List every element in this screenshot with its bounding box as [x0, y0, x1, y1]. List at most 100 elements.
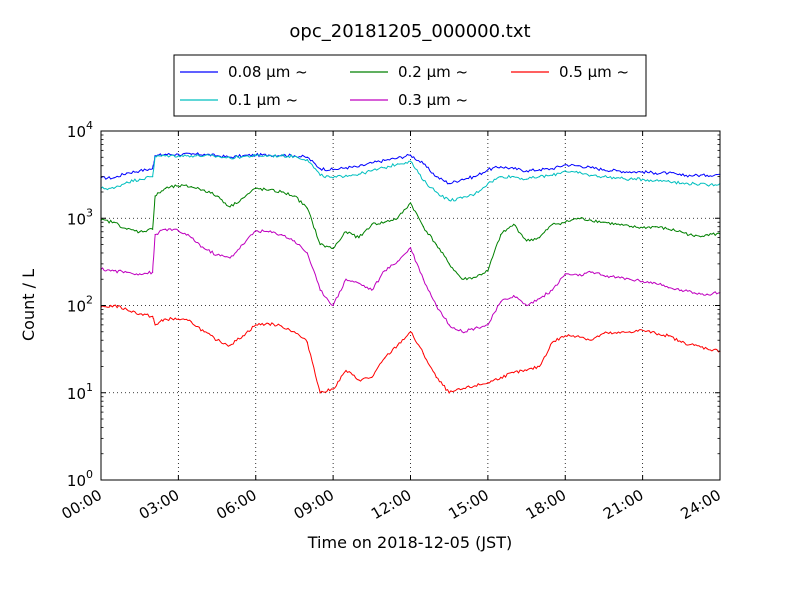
- y-axis-label: Count / L: [19, 269, 38, 341]
- chart-title: opc_20181205_000000.txt: [289, 21, 530, 42]
- series-2-point: [590, 219, 592, 221]
- series-3-point: [667, 287, 670, 289]
- y-tick-base: 10: [67, 472, 86, 490]
- series-1-point: [409, 160, 412, 162]
- series-4-point: [345, 369, 347, 372]
- series-4-point: [397, 344, 399, 346]
- series-1-point: [190, 155, 192, 157]
- series-4-point: [384, 357, 386, 359]
- series-0-point: [345, 167, 347, 169]
- y-tick-base: 10: [67, 298, 86, 316]
- legend-label-3: 0.3 μm ~: [398, 91, 468, 109]
- series-2-point: [564, 221, 566, 223]
- series-0-point: [680, 174, 682, 176]
- series-0-point: [693, 174, 695, 176]
- y-tick-exponent: 2: [86, 294, 93, 307]
- series-2-point: [474, 276, 476, 278]
- series-2-point: [255, 187, 257, 189]
- series-0-point: [384, 159, 386, 161]
- y-tick-label: 104: [67, 119, 93, 141]
- series-3-point: [319, 289, 321, 291]
- series-4-point: [577, 335, 579, 337]
- series-3-point: [126, 271, 128, 273]
- series-4-point: [642, 329, 644, 331]
- series-4-point: [654, 332, 657, 334]
- series-4-point: [500, 376, 502, 378]
- series-4-point: [154, 324, 156, 326]
- series-3-point: [422, 278, 424, 280]
- series-2-point: [667, 228, 670, 230]
- series-1-point: [538, 176, 541, 178]
- series-1-point: [332, 177, 334, 179]
- series-0-point: [409, 154, 412, 156]
- series-2-point: [629, 226, 631, 228]
- series-4-point: [667, 335, 670, 337]
- series-4-point: [629, 331, 631, 333]
- y-tick-label: 100: [67, 468, 93, 490]
- series-1-point: [293, 155, 295, 158]
- series-2-point: [229, 206, 231, 208]
- series-3-point: [487, 324, 489, 326]
- series-3-point: [564, 273, 566, 275]
- series-0-point: [487, 169, 489, 171]
- series-4-point: [293, 331, 295, 333]
- series-0-point: [358, 166, 360, 168]
- series-2-point: [177, 185, 179, 187]
- series-0-point: [461, 178, 463, 180]
- x-tick-label: 21:00: [600, 486, 646, 523]
- x-tick-label: 15:00: [445, 486, 491, 523]
- series-4-point: [409, 331, 412, 333]
- x-tick-label: 12:00: [368, 486, 414, 523]
- series-3-point: [603, 275, 605, 277]
- series-2-point: [332, 247, 334, 250]
- series-1-point: [461, 197, 463, 199]
- series-4-point: [164, 318, 167, 320]
- series-3-point: [293, 240, 295, 242]
- series-3-point: [629, 278, 631, 280]
- series-3-point: [280, 234, 283, 236]
- series-2-point: [397, 217, 399, 219]
- series-4-point: [203, 331, 205, 333]
- series-1-point: [358, 173, 360, 175]
- series-1-point: [280, 155, 283, 157]
- series-3-point: [384, 270, 386, 272]
- series-3-point: [177, 230, 179, 232]
- series-1-point: [526, 178, 528, 180]
- y-tick-label: 102: [67, 294, 93, 316]
- series-1-point: [577, 172, 579, 174]
- series-3-point: [435, 304, 437, 307]
- y-tick-exponent: 1: [86, 381, 93, 394]
- legend: 0.08 μm ~ 0.1 μm ~ 0.2 μm ~ 0.3 μm ~ 0.5 μm …: [173, 54, 647, 117]
- series-1-point: [126, 181, 128, 183]
- series-3-point: [409, 247, 412, 249]
- series-2-point: [461, 278, 463, 280]
- series-2-point: [126, 228, 128, 230]
- series-0-point: [139, 170, 141, 172]
- series-4-point: [538, 365, 541, 368]
- series-1-point: [319, 174, 321, 176]
- series-4-point: [319, 392, 321, 394]
- series-2-point: [190, 186, 192, 188]
- series-1-point: [642, 178, 644, 180]
- series-3-point: [538, 298, 541, 300]
- series-0-point: [332, 169, 334, 171]
- series-1-point: [154, 155, 156, 158]
- series-2-point: [384, 221, 386, 223]
- series-3-point: [706, 293, 708, 295]
- series-1-point: [255, 155, 257, 157]
- series-0-point: [152, 168, 154, 170]
- series-4-point: [487, 382, 489, 384]
- series-4-point: [229, 344, 231, 346]
- y-tick-exponent: 4: [86, 119, 93, 132]
- series-1-point: [513, 176, 515, 178]
- series-1-point: [448, 199, 450, 201]
- series-4-point: [255, 324, 257, 326]
- series-3-point: [345, 278, 347, 280]
- series-4-point: [693, 344, 695, 346]
- x-tick-label: 18:00: [523, 486, 569, 523]
- series-line-1: [100, 153, 721, 202]
- series-0-point: [164, 153, 167, 155]
- series-0-point: [706, 174, 708, 176]
- series-0-point: [422, 163, 424, 165]
- series-line-2: [100, 184, 721, 281]
